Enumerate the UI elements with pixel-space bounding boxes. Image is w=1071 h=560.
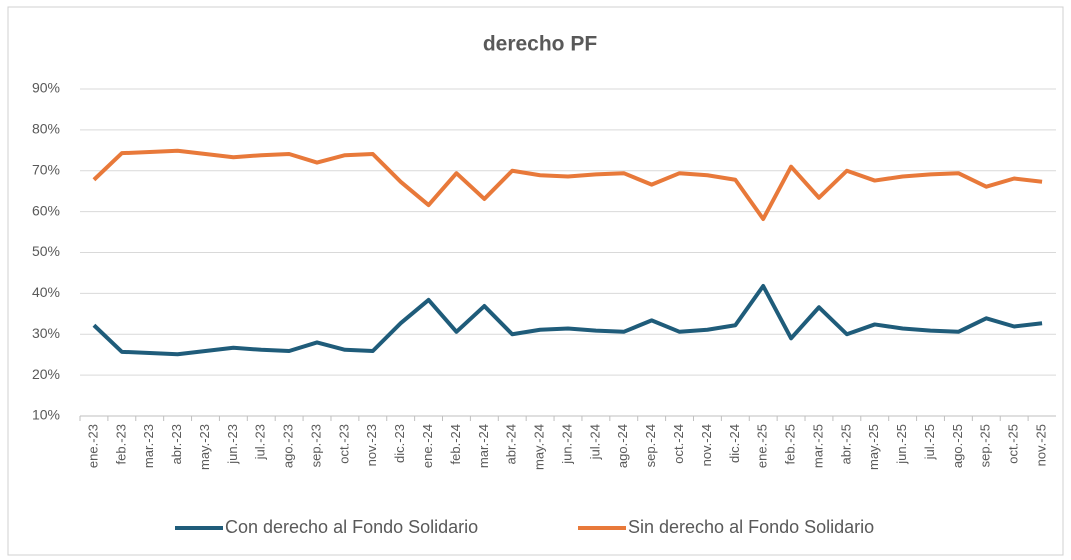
y-tick-label: 80% <box>32 121 60 137</box>
x-tick-label: may.-25 <box>866 424 881 470</box>
x-tick-label: abr.-24 <box>504 424 519 464</box>
y-tick-label: 40% <box>32 284 60 300</box>
x-tick-label: ene.-25 <box>755 424 770 468</box>
x-tick-label: oct.-25 <box>1006 424 1021 464</box>
x-tick-label: may.-24 <box>532 424 547 470</box>
x-tick-label: mar.-25 <box>810 424 825 468</box>
y-tick-label: 20% <box>32 366 60 382</box>
x-tick-label: jul.-24 <box>587 424 602 460</box>
x-tick-label: mar.-24 <box>476 424 491 468</box>
x-tick-label: jul.-23 <box>253 424 268 460</box>
x-tick-label: dic.-24 <box>727 424 742 463</box>
x-tick-label: mar.-23 <box>141 424 156 468</box>
y-tick-label: 50% <box>32 243 60 259</box>
x-tick-label: jul.-25 <box>922 424 937 460</box>
x-tick-label: jun.-23 <box>225 424 240 465</box>
y-tick-label: 60% <box>32 202 60 218</box>
x-tick-label: ago.-24 <box>615 424 630 468</box>
x-tick-label: abr.-25 <box>838 424 853 464</box>
x-tick-label: ene.-23 <box>85 424 100 468</box>
x-tick-label: jun.-25 <box>894 424 909 465</box>
x-tick-label: ago.-25 <box>950 424 965 468</box>
x-tick-label: feb.-24 <box>448 424 463 464</box>
x-tick-label: ago.-23 <box>281 424 296 468</box>
y-tick-label: 90% <box>32 80 60 96</box>
x-tick-label: nov.-25 <box>1033 424 1048 466</box>
x-tick-label: abr.-23 <box>169 424 184 464</box>
x-tick-label: oct.-24 <box>671 424 686 464</box>
x-tick-label: nov.-23 <box>364 424 379 466</box>
y-tick-label: 30% <box>32 325 60 341</box>
series-line <box>92 148 1043 221</box>
x-tick-label: jun.-24 <box>559 424 574 465</box>
series-line <box>92 284 1043 357</box>
x-tick-label: nov.-24 <box>699 424 714 466</box>
y-tick-label: 10% <box>32 407 60 423</box>
x-tick-label: sep.-24 <box>643 424 658 467</box>
x-tick-label: sep.-25 <box>978 424 993 467</box>
x-tick-label: sep.-23 <box>308 424 323 467</box>
x-tick-label: dic.-23 <box>392 424 407 463</box>
legend-label: Con derecho al Fondo Solidario <box>225 517 478 537</box>
legend-label: Sin derecho al Fondo Solidario <box>628 517 874 537</box>
x-tick-label: feb.-25 <box>783 424 798 464</box>
x-tick-label: ene.-24 <box>420 424 435 468</box>
x-tick-label: oct.-23 <box>336 424 351 464</box>
x-tick-label: feb.-23 <box>113 424 128 464</box>
chart-border <box>7 6 1064 556</box>
chart-title: derecho PF <box>483 33 598 56</box>
x-tick-label: may.-23 <box>197 424 212 470</box>
y-tick-label: 70% <box>32 161 60 177</box>
